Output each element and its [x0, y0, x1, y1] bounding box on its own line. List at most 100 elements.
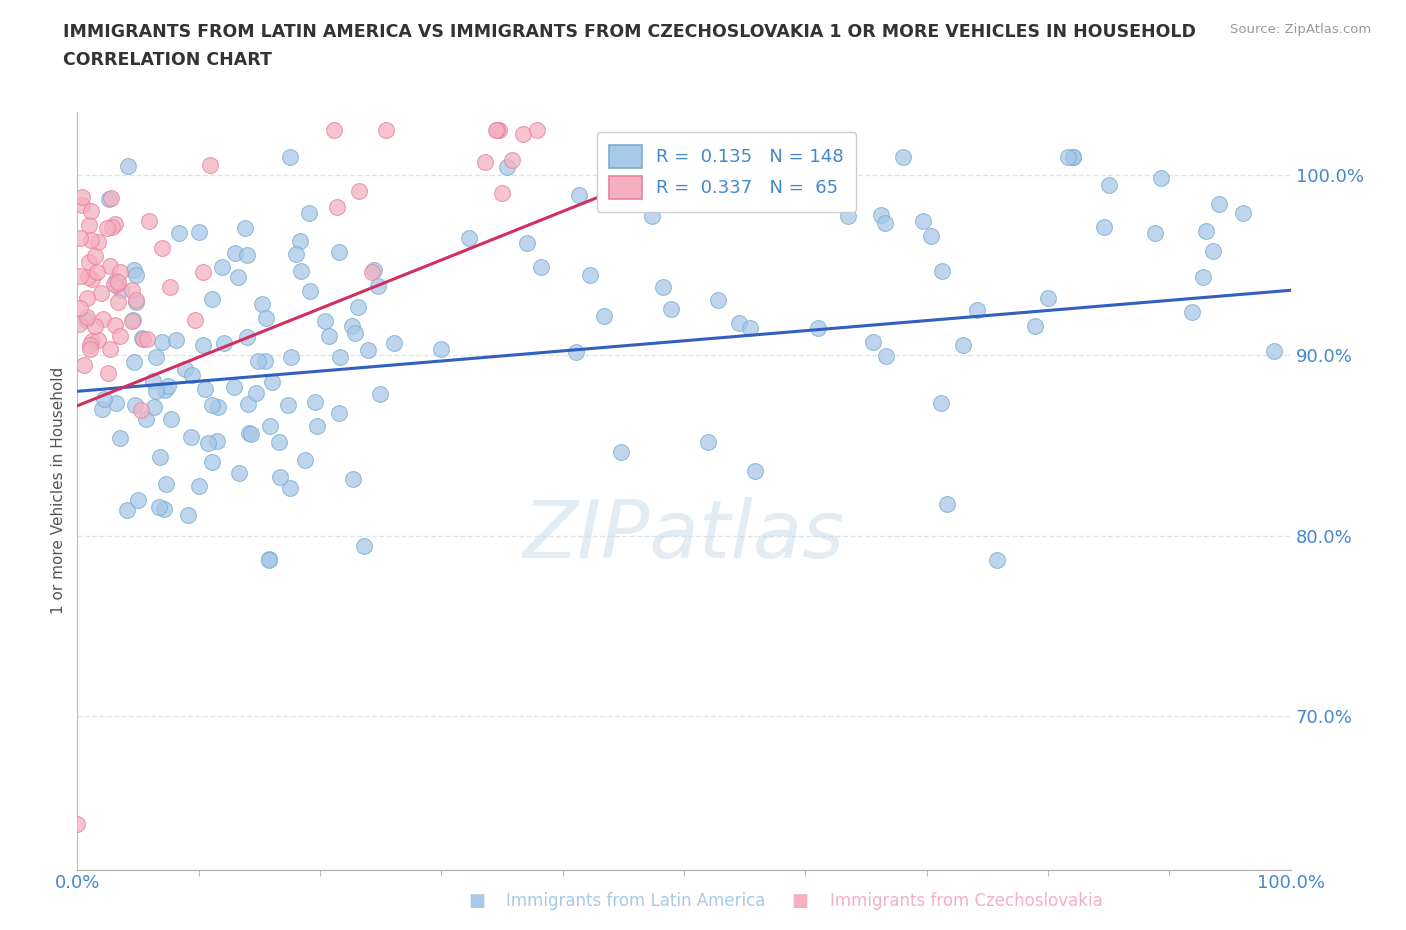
Point [159, 279, 181, 294]
Point [80, 272, 103, 286]
Point [121, 313, 143, 328]
Point [143, 400, 166, 415]
Point [142, 373, 165, 388]
Point [360, 264, 382, 279]
Point [236, 397, 259, 412]
Point [107, 295, 129, 310]
Point [177, 508, 200, 523]
Point [304, 394, 326, 409]
Point [512, 126, 534, 141]
Point [82, 334, 104, 349]
Point [375, 122, 398, 137]
Point [98, 341, 121, 356]
Point [290, 264, 312, 279]
Point [157, 379, 180, 393]
Point [91, 402, 114, 417]
Point [269, 434, 291, 449]
Point [66, 817, 89, 831]
Point [125, 268, 148, 283]
Point [430, 342, 453, 357]
Point [107, 274, 129, 289]
Point [79, 341, 101, 356]
Point [207, 399, 229, 414]
Point [1057, 150, 1080, 165]
Point [207, 433, 229, 448]
Point [165, 333, 187, 348]
Point [707, 292, 730, 307]
Point [485, 122, 508, 137]
Point [1263, 344, 1285, 359]
Point [160, 411, 183, 426]
Point [1098, 178, 1121, 193]
Point [201, 397, 224, 412]
Point [314, 313, 336, 328]
Point [986, 552, 1008, 567]
Point [187, 225, 209, 240]
Point [211, 259, 233, 274]
Point [1195, 223, 1218, 238]
Point [101, 219, 124, 234]
Point [318, 329, 340, 344]
Point [105, 395, 128, 410]
Text: CORRELATION CHART: CORRELATION CHART [63, 51, 273, 69]
Point [529, 259, 551, 274]
Point [486, 122, 509, 137]
Point [83, 248, 105, 263]
Point [96, 221, 118, 236]
Point [121, 282, 143, 297]
Point [1062, 150, 1084, 165]
Point [86, 234, 108, 249]
Point [772, 191, 794, 206]
Point [91, 312, 114, 326]
Point [349, 183, 371, 198]
Point [474, 155, 496, 170]
Point [1181, 304, 1204, 319]
Point [610, 445, 633, 459]
Point [77, 218, 100, 232]
Point [363, 262, 385, 277]
Point [367, 278, 389, 293]
Point [491, 186, 513, 201]
Point [696, 434, 718, 449]
Point [181, 367, 204, 382]
Point [744, 463, 766, 478]
Point [124, 397, 146, 412]
Point [1150, 170, 1173, 185]
Point [931, 264, 953, 279]
Text: ■: ■ [792, 892, 808, 910]
Point [87, 332, 110, 347]
Point [516, 235, 538, 250]
Point [1062, 150, 1084, 165]
Point [104, 217, 127, 232]
Point [342, 472, 364, 487]
Point [929, 395, 952, 410]
Point [952, 337, 974, 352]
Point [1038, 290, 1060, 305]
Point [831, 166, 853, 181]
Point [269, 470, 291, 485]
Point [153, 382, 176, 397]
Point [239, 427, 262, 442]
Point [117, 158, 139, 173]
Point [329, 350, 352, 365]
Point [869, 207, 891, 222]
Point [69, 231, 91, 246]
Point [79, 254, 101, 269]
Point [191, 265, 214, 280]
Point [80, 204, 103, 219]
Point [135, 412, 157, 427]
Point [69, 301, 91, 316]
Point [891, 150, 914, 165]
Point [347, 299, 370, 314]
Point [76, 290, 98, 305]
Point [353, 539, 375, 554]
Point [98, 192, 121, 206]
Point [328, 405, 350, 420]
Point [104, 318, 127, 333]
Point [149, 449, 172, 464]
Point [659, 301, 682, 316]
Point [67, 316, 90, 331]
Point [1192, 270, 1215, 285]
Point [246, 354, 269, 369]
Point [526, 122, 548, 137]
